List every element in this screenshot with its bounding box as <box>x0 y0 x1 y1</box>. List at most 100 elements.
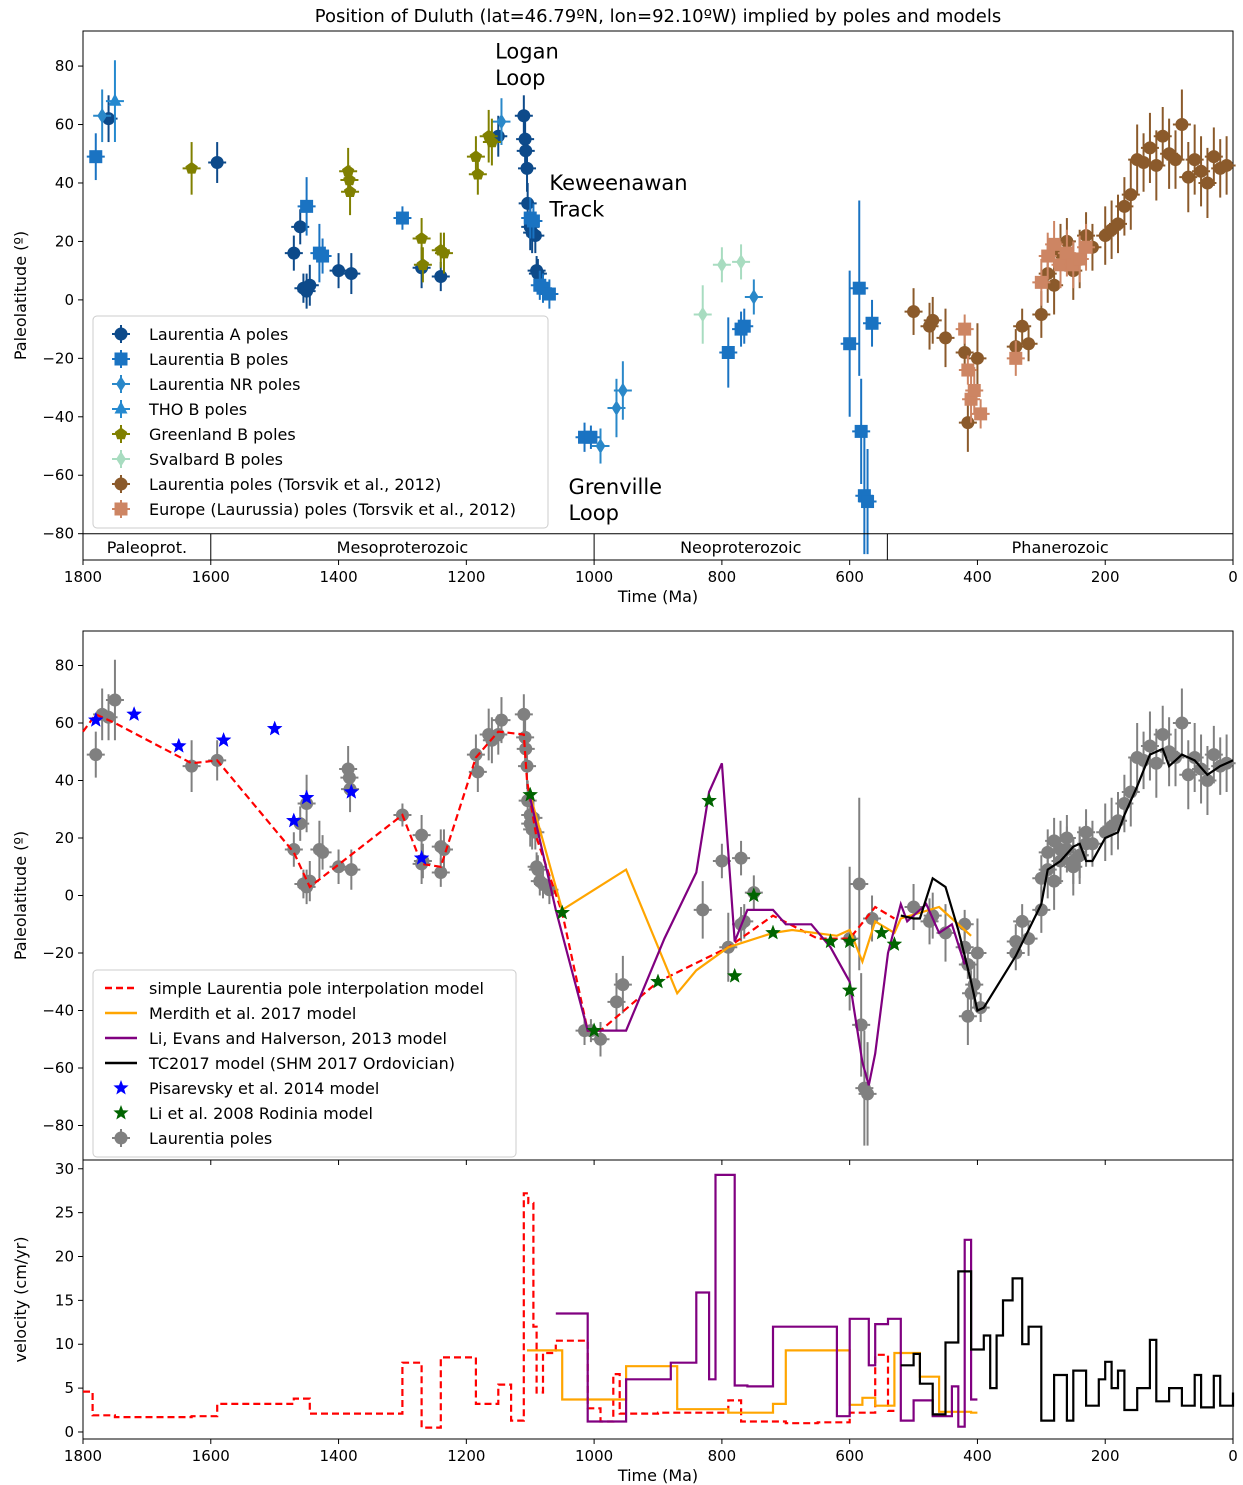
series-pisarevsky-et-al-2014-model <box>88 706 430 865</box>
data-point <box>854 424 868 438</box>
legend-label: Svalbard B poles <box>149 450 283 469</box>
data-point <box>332 860 346 874</box>
data-point <box>1079 240 1093 254</box>
series-tho-b-poles <box>105 60 124 143</box>
data-point <box>287 843 301 856</box>
data-point <box>737 319 751 333</box>
data-point <box>696 903 710 917</box>
star-marker <box>842 933 858 948</box>
data-point <box>332 264 346 278</box>
data-point <box>584 430 598 444</box>
y-tick-label: 10 <box>55 1335 74 1353</box>
data-point <box>210 156 224 170</box>
chart-title: Position of Duluth (lat=46.79ºN, lon=92.… <box>315 6 1002 27</box>
annotation: Grenville <box>569 475 663 499</box>
data-point <box>521 196 535 210</box>
panel-3-frame <box>82 1159 1234 1440</box>
data-point <box>526 214 540 228</box>
data-point <box>437 246 451 259</box>
x-tick-label: 1000 <box>575 568 613 586</box>
y-tick-label: 20 <box>55 232 74 250</box>
data-point <box>970 946 984 960</box>
data-point <box>1047 874 1061 888</box>
data-point <box>1034 903 1048 917</box>
data-point <box>958 322 972 336</box>
legend-label: Laurentia B poles <box>149 350 288 369</box>
x-tick-label: 1400 <box>319 1447 357 1465</box>
data-point <box>395 211 409 225</box>
y-tick-label: 5 <box>64 1379 74 1397</box>
series-tho-b-poles <box>105 659 124 741</box>
star-marker <box>171 738 187 753</box>
panel-1-legend: Laurentia A poles Laurentia B poles Lauren… <box>92 315 549 529</box>
y-tick-label: 0 <box>64 1423 74 1441</box>
star-marker <box>650 973 666 989</box>
data-point <box>531 863 545 877</box>
x-tick-label: 1600 <box>192 1447 230 1465</box>
data-point <box>344 863 358 877</box>
velocity-li-evans-and-halverson-2013-model <box>555 1173 978 1428</box>
data-point <box>852 877 866 891</box>
data-point <box>1169 153 1182 167</box>
y-tick-label: −40 <box>42 408 74 426</box>
data-point <box>343 185 357 197</box>
x-tick-label: 1600 <box>192 568 230 586</box>
data-point <box>97 107 108 124</box>
star-marker <box>701 792 717 808</box>
data-point <box>1054 258 1067 272</box>
legend-label: simple Laurentia pole interpolation mode… <box>149 979 484 998</box>
y-tick-label: 60 <box>55 116 74 134</box>
y-tick-label: −40 <box>42 1002 74 1020</box>
data-point <box>1175 716 1189 730</box>
x-tick-label: 1200 <box>447 568 485 586</box>
data-point <box>316 845 330 859</box>
y-tick-label: 40 <box>55 772 74 790</box>
star-marker <box>842 982 858 997</box>
data-point <box>1041 249 1055 263</box>
legend-item: Laurentia NR poles <box>112 375 300 394</box>
era-label: Paleoprot. <box>107 538 187 557</box>
legend-item: Li et al. 2008 Rodinia model <box>113 1104 373 1123</box>
data-point <box>1041 845 1055 859</box>
star-marker <box>343 784 359 799</box>
x-tick-label: 600 <box>835 568 864 586</box>
legend-item: Laurentia A poles <box>112 325 288 344</box>
x-tick-label: 1000 <box>575 1447 613 1465</box>
data-point <box>471 167 484 180</box>
data-point <box>108 93 122 106</box>
star-marker <box>286 812 302 828</box>
star-marker <box>822 933 839 948</box>
star-marker <box>299 789 315 805</box>
data-point <box>1169 751 1182 764</box>
x-tick-label: 400 <box>963 568 992 586</box>
data-point <box>1188 153 1202 167</box>
legend-label: Li, Evans and Halverson, 2013 model <box>149 1029 447 1048</box>
data-point <box>609 995 623 1009</box>
star-marker <box>874 924 890 940</box>
data-point <box>1047 278 1061 292</box>
x-tick-label: 800 <box>708 1447 737 1465</box>
star-marker <box>886 936 902 951</box>
data-point <box>344 267 358 281</box>
data-point <box>108 693 122 707</box>
legend-swatch <box>113 1080 129 1095</box>
data-point <box>617 382 628 399</box>
panel-2-data <box>82 659 1236 1146</box>
y-tick-label: −60 <box>42 466 74 484</box>
era-label: Mesoproterozoic <box>337 538 469 557</box>
era-bar: Paleoprot. Mesoproterozoic Neoproterozoic P… <box>83 533 1234 560</box>
y-axis-label: velocity (cm/yr) <box>11 1237 30 1363</box>
data-point <box>1047 834 1061 848</box>
panel-1-data <box>86 60 1236 555</box>
series-laurentia-b-poles <box>86 133 882 555</box>
data-point <box>1022 337 1036 351</box>
legend-label: Laurentia poles (Torsvik et al., 2012) <box>149 475 441 494</box>
data-point <box>717 257 727 273</box>
data-point <box>907 900 921 914</box>
y-axis-label: Paleolatitude (º) <box>11 231 30 360</box>
legend-label: Laurentia NR poles <box>149 375 300 394</box>
data-point <box>748 289 759 305</box>
y-tick-label: −20 <box>42 349 74 367</box>
legend-swatch <box>113 1105 129 1120</box>
